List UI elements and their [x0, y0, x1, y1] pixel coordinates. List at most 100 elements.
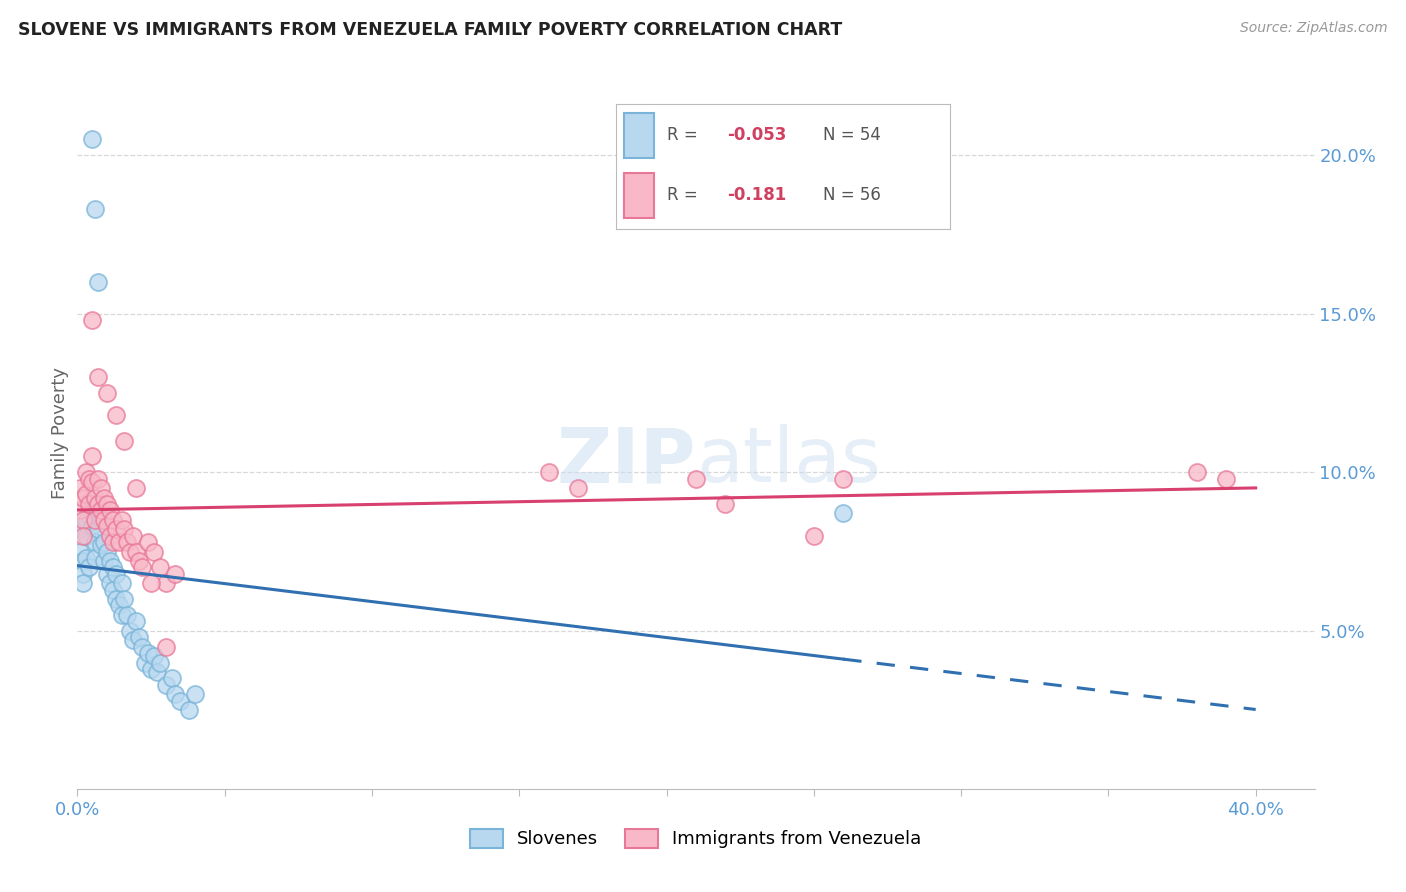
Point — [69, 522, 91, 536]
Point — [87, 370, 110, 384]
Point — [114, 522, 136, 536]
Point — [84, 513, 107, 527]
Point — [93, 491, 115, 505]
Point — [80, 450, 103, 464]
Point — [128, 630, 150, 644]
Point — [80, 132, 103, 146]
Point — [142, 649, 165, 664]
Point — [87, 472, 110, 486]
Point — [104, 408, 127, 422]
Point — [77, 472, 100, 486]
Point — [110, 607, 132, 622]
Point — [110, 576, 132, 591]
Point — [184, 687, 207, 701]
Point — [72, 554, 94, 568]
Point — [72, 529, 94, 543]
Point — [125, 544, 148, 558]
Point — [98, 554, 121, 568]
Point — [104, 566, 127, 581]
Y-axis label: Family Poverty: Family Poverty — [51, 367, 69, 499]
Point — [75, 465, 97, 479]
Point — [114, 434, 136, 448]
Point — [125, 615, 148, 629]
Text: Source: ZipAtlas.com: Source: ZipAtlas.com — [1240, 21, 1388, 36]
Point — [75, 529, 97, 543]
Point — [72, 513, 94, 527]
Point — [122, 633, 145, 648]
Point — [80, 497, 103, 511]
Point — [155, 576, 177, 591]
Point — [77, 560, 100, 574]
Point — [139, 662, 162, 676]
Point — [72, 491, 94, 505]
Point — [160, 672, 183, 686]
Point — [75, 487, 97, 501]
Point — [90, 481, 112, 495]
Point — [110, 513, 132, 527]
Point — [96, 544, 118, 558]
Text: ZIP: ZIP — [557, 425, 696, 498]
Point — [163, 687, 186, 701]
Point — [90, 503, 112, 517]
Point — [69, 544, 91, 558]
Point — [131, 560, 153, 574]
Point — [87, 503, 110, 517]
Point — [96, 386, 118, 401]
Point — [567, 481, 589, 495]
Point — [1185, 465, 1208, 479]
Point — [149, 656, 172, 670]
Point — [93, 554, 115, 568]
Point — [114, 592, 136, 607]
Point — [128, 554, 150, 568]
Point — [117, 607, 139, 622]
Point — [179, 703, 201, 717]
Point — [104, 592, 127, 607]
Point — [80, 475, 103, 489]
Point — [134, 656, 156, 670]
Point — [69, 503, 91, 517]
Point — [142, 544, 165, 558]
Point — [80, 519, 103, 533]
Point — [101, 560, 124, 574]
Point — [120, 624, 142, 638]
Point — [72, 566, 94, 581]
Point — [93, 535, 115, 549]
Point — [104, 522, 127, 536]
Point — [98, 576, 121, 591]
Text: atlas: atlas — [696, 425, 880, 498]
Point — [98, 503, 121, 517]
Point — [77, 497, 100, 511]
Point — [84, 491, 107, 505]
Point — [537, 465, 560, 479]
Point — [96, 519, 118, 533]
Point — [75, 550, 97, 565]
Point — [125, 481, 148, 495]
Point — [101, 582, 124, 597]
Point — [155, 678, 177, 692]
Legend: Slovenes, Immigrants from Venezuela: Slovenes, Immigrants from Venezuela — [461, 820, 931, 857]
Point — [72, 576, 94, 591]
Point — [136, 646, 159, 660]
Text: SLOVENE VS IMMIGRANTS FROM VENEZUELA FAMILY POVERTY CORRELATION CHART: SLOVENE VS IMMIGRANTS FROM VENEZUELA FAM… — [18, 21, 842, 39]
Point — [96, 497, 118, 511]
Point — [146, 665, 169, 679]
Point — [84, 535, 107, 549]
Point — [93, 513, 115, 527]
Point — [69, 481, 91, 495]
Point — [149, 560, 172, 574]
Point — [90, 538, 112, 552]
Point — [131, 640, 153, 654]
Point — [87, 275, 110, 289]
Point — [90, 513, 112, 527]
Point — [832, 507, 855, 521]
Point — [80, 313, 103, 327]
Point — [77, 503, 100, 517]
Point — [120, 544, 142, 558]
Point — [122, 529, 145, 543]
Point — [1215, 472, 1237, 486]
Point — [75, 513, 97, 527]
Point — [803, 529, 825, 543]
Point — [169, 693, 191, 707]
Point — [136, 535, 159, 549]
Point — [98, 529, 121, 543]
